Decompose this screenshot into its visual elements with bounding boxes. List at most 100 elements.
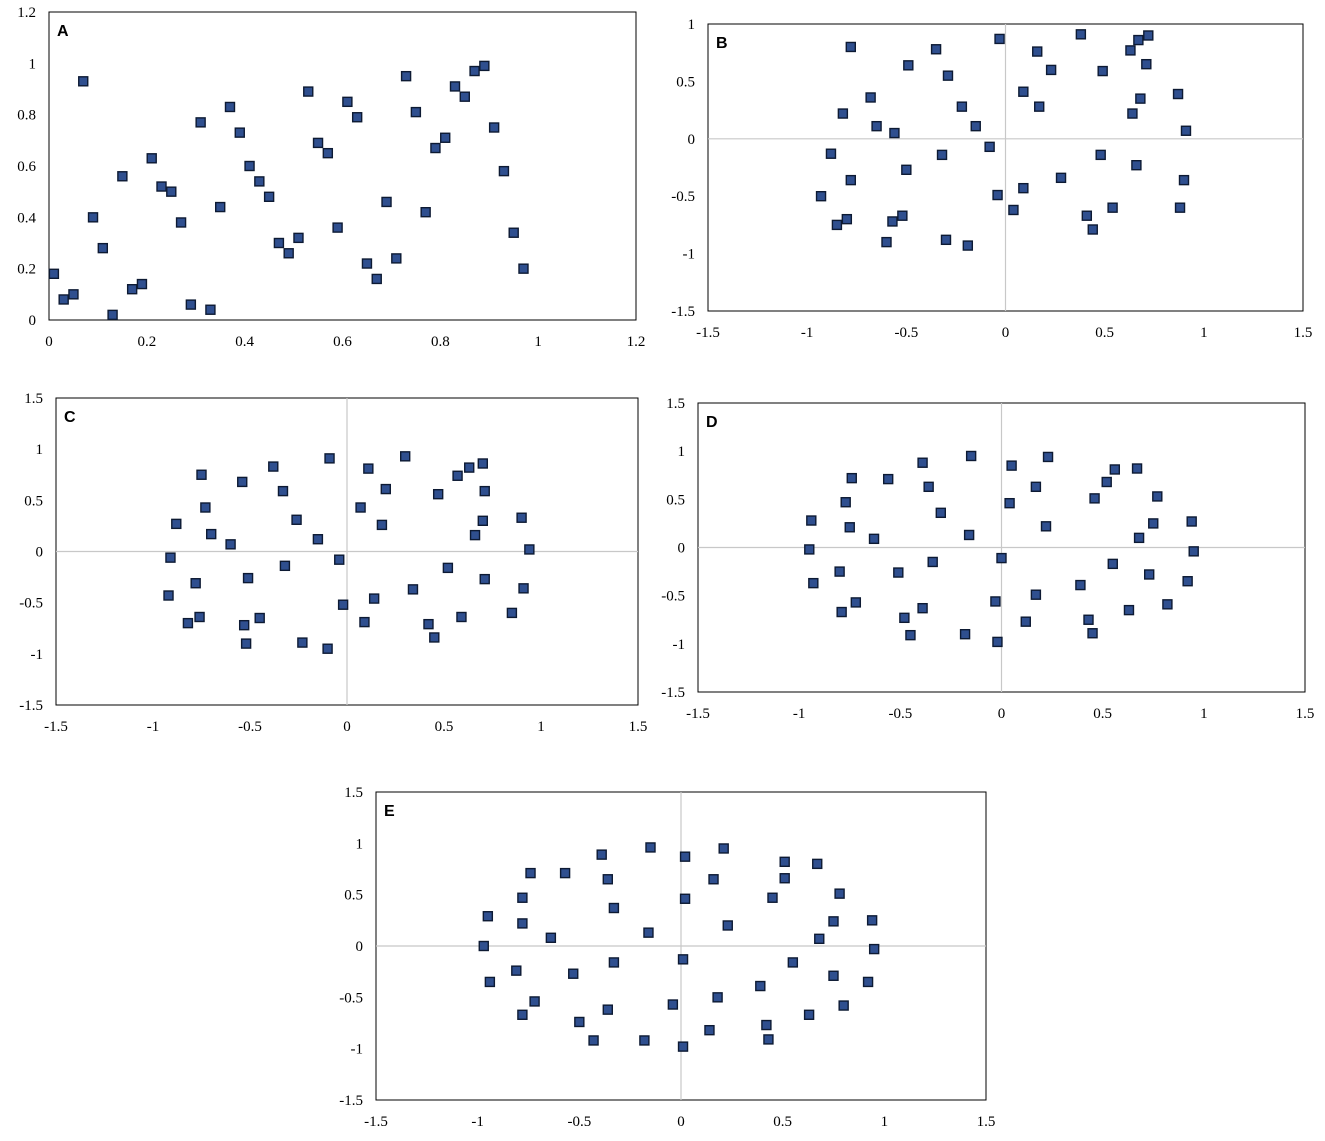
data-point bbox=[845, 41, 856, 53]
data-point bbox=[996, 552, 1007, 564]
data-point bbox=[359, 616, 370, 628]
data-point bbox=[391, 253, 402, 264]
data-point bbox=[1182, 576, 1193, 587]
x-tick-label: 1.5 bbox=[629, 719, 648, 735]
data-point bbox=[1127, 108, 1138, 119]
data-point bbox=[865, 92, 876, 103]
panel-letter: B bbox=[716, 35, 728, 52]
x-tick-label: -1 bbox=[147, 719, 160, 735]
data-point bbox=[334, 554, 345, 565]
data-point bbox=[126, 284, 138, 295]
x-tick-label: -0.5 bbox=[567, 1114, 591, 1130]
data-point bbox=[332, 222, 343, 233]
y-tick-label: 1 bbox=[29, 56, 37, 72]
data-point bbox=[400, 70, 412, 82]
data-point bbox=[166, 186, 177, 197]
x-tick-label: -1 bbox=[801, 325, 814, 341]
x-tick-label: 0.4 bbox=[235, 334, 254, 350]
data-point bbox=[175, 217, 187, 228]
data-point bbox=[68, 289, 79, 300]
data-point bbox=[1109, 464, 1121, 475]
data-point bbox=[238, 619, 250, 631]
data-point bbox=[840, 497, 851, 508]
data-point bbox=[845, 174, 856, 186]
data-point bbox=[268, 461, 279, 472]
x-tick-label: 0.5 bbox=[1095, 325, 1114, 341]
data-point bbox=[517, 918, 528, 929]
data-point bbox=[459, 91, 470, 102]
data-point bbox=[1141, 58, 1152, 70]
data-point bbox=[200, 502, 211, 513]
data-point bbox=[990, 596, 1001, 607]
data-point bbox=[677, 954, 689, 965]
data-point bbox=[58, 294, 69, 305]
data-point bbox=[136, 278, 148, 290]
data-point bbox=[279, 560, 291, 572]
x-tick-label: 0 bbox=[45, 334, 53, 350]
data-point bbox=[831, 219, 843, 231]
data-point bbox=[479, 485, 490, 497]
data-point bbox=[808, 577, 819, 589]
x-tick-label: 1.5 bbox=[1294, 325, 1313, 341]
data-point bbox=[273, 237, 285, 249]
y-tick-label: -1 bbox=[31, 647, 44, 663]
x-tick-label: 0 bbox=[998, 706, 1006, 722]
data-point bbox=[568, 968, 579, 979]
data-point bbox=[965, 450, 977, 462]
y-tick-label: 1 bbox=[356, 836, 364, 852]
data-point bbox=[1042, 451, 1054, 463]
data-point bbox=[814, 933, 825, 945]
data-point bbox=[1178, 174, 1190, 186]
data-point bbox=[185, 299, 197, 310]
data-point bbox=[171, 518, 182, 530]
data-point bbox=[525, 867, 536, 879]
data-point bbox=[78, 76, 89, 87]
data-point bbox=[1107, 202, 1118, 213]
data-point bbox=[806, 515, 817, 526]
data-point bbox=[498, 165, 510, 177]
data-point bbox=[903, 60, 914, 71]
data-point bbox=[312, 137, 324, 149]
y-tick-label: -0.5 bbox=[661, 589, 685, 605]
data-point bbox=[165, 552, 176, 563]
data-point bbox=[516, 512, 527, 523]
data-point bbox=[1006, 460, 1017, 471]
x-tick-label: -1.5 bbox=[44, 719, 68, 735]
data-point bbox=[517, 892, 528, 903]
data-point bbox=[196, 469, 207, 480]
data-point bbox=[763, 1034, 774, 1045]
y-tick-label: 1.5 bbox=[24, 391, 43, 407]
data-point bbox=[293, 232, 304, 244]
y-tick-label: -0.5 bbox=[671, 189, 695, 205]
data-point bbox=[645, 842, 656, 853]
data-point bbox=[322, 643, 333, 654]
data-point bbox=[984, 141, 995, 153]
data-point bbox=[410, 106, 422, 118]
data-point bbox=[722, 920, 733, 931]
data-point bbox=[423, 618, 434, 630]
data-point bbox=[205, 304, 216, 315]
data-point bbox=[524, 544, 535, 555]
panel-letter: C bbox=[64, 409, 76, 426]
data-point bbox=[430, 142, 441, 154]
data-point bbox=[844, 522, 855, 533]
data-point bbox=[107, 309, 118, 321]
x-tick-label: 0 bbox=[677, 1114, 685, 1130]
data-point bbox=[812, 858, 823, 870]
data-point bbox=[1152, 491, 1163, 502]
y-tick-label: 0.8 bbox=[17, 108, 36, 124]
y-tick-label: -1 bbox=[683, 247, 696, 263]
data-point bbox=[1133, 34, 1144, 46]
data-point bbox=[1186, 516, 1197, 527]
data-point bbox=[244, 160, 255, 172]
data-point bbox=[846, 472, 857, 484]
y-tick-label: 1 bbox=[36, 442, 44, 458]
data-point bbox=[596, 849, 607, 860]
data-point bbox=[1131, 160, 1142, 171]
data-point bbox=[871, 120, 882, 132]
data-point bbox=[643, 927, 654, 938]
data-point bbox=[868, 533, 880, 545]
data-point bbox=[959, 629, 971, 640]
data-point bbox=[477, 515, 488, 526]
data-point bbox=[1008, 204, 1019, 216]
